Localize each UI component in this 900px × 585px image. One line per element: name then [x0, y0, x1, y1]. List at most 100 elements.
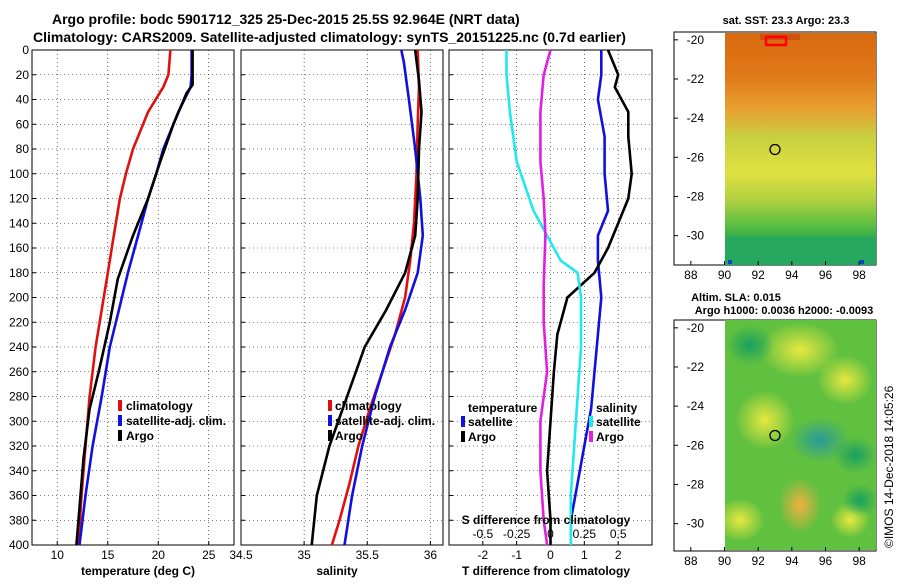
x-tick-label: 0	[547, 548, 554, 562]
sla-high-blob	[725, 498, 765, 542]
map-lon-label: 96	[819, 268, 833, 282]
legend-swatch-argo	[118, 430, 122, 441]
depth-tick-label: 40	[16, 93, 30, 107]
map-lat-label: -30	[687, 229, 705, 243]
series-line-salinity-satellite	[505, 50, 583, 545]
figure-title-line1: Argo profile: bodc 5901712_325 25-Dec-20…	[52, 11, 520, 27]
map-lat-label: -20	[687, 321, 705, 335]
map-lon-label: 88	[684, 268, 698, 282]
map-lon-label: 98	[852, 268, 866, 282]
series-line-satellite-adj-clim-	[343, 49, 425, 546]
x-tick-label: 20	[152, 548, 166, 562]
sla-high-blob	[817, 355, 873, 405]
series-line-salinity-argo	[539, 49, 552, 546]
depth-tick-label: 280	[9, 390, 29, 404]
t-difference-axis-label: T difference from climatology	[462, 564, 630, 578]
s-diff-tick-label: -0.25	[503, 527, 531, 541]
legend-label-satellite-adj: satellite-adj. clim.	[335, 414, 435, 428]
difference-legend: temperature satellite Argo salinity sate…	[461, 401, 641, 444]
depth-tick-label: 300	[9, 414, 29, 428]
legend-label-sal-satellite: satellite	[596, 415, 641, 429]
legend-swatch-temp-satellite	[461, 416, 465, 427]
depth-tick-label: 20	[16, 68, 30, 82]
legend-label-temp-argo: Argo	[468, 430, 496, 444]
x-tick-label: 34.5	[229, 548, 253, 562]
sla-low-blob	[726, 325, 774, 365]
legend-title-salinity: salinity	[596, 401, 638, 415]
x-tick-label: 35	[297, 548, 311, 562]
salinity-axis-label: salinity	[316, 564, 358, 578]
x-tick-label: -1	[511, 548, 522, 562]
depth-tick-label: 260	[9, 365, 29, 379]
map-lon-label: 90	[718, 554, 732, 568]
x-tick-label: 36	[424, 548, 438, 562]
map-lat-label: -28	[687, 189, 705, 203]
map-lat-label: -26	[687, 150, 705, 164]
figure-title-line2: Climatology: CARS2009. Satellite-adjuste…	[33, 29, 626, 45]
x-tick-label: 15	[101, 548, 115, 562]
x-tick-label: -2	[477, 548, 488, 562]
map-lat-label: -22	[687, 360, 705, 374]
legend-label-argo: Argo	[126, 429, 154, 443]
x-tick-label: 10	[51, 548, 65, 562]
map-lat-label: -20	[687, 33, 705, 47]
depth-tick-label: 220	[9, 315, 29, 329]
depth-tick-label: 360	[9, 489, 29, 503]
sla-peak-blob	[778, 477, 822, 533]
legend-label-climatology: climatology	[126, 399, 193, 413]
x-tick-label: 1	[581, 548, 588, 562]
sla-map-title: Altim. SLA: 0.015	[691, 292, 781, 304]
s-diff-tick-label: 0.25	[573, 527, 597, 541]
map-lat-label: -24	[687, 399, 705, 413]
sst-field	[725, 33, 876, 265]
legend-label-argo: Argo	[335, 429, 363, 443]
sst-cool-band	[725, 236, 876, 264]
legend-label-sal-argo: Argo	[596, 430, 624, 444]
sla-high-blob	[735, 390, 795, 450]
sst-cold-pixel	[728, 260, 732, 264]
depth-tick-label: 320	[9, 439, 29, 453]
sla-low-blob	[842, 484, 876, 516]
map-lon-label: 98	[852, 554, 866, 568]
map-lon-label: 94	[785, 268, 799, 282]
map-lon-label: 94	[785, 554, 799, 568]
sst-map-title: sat. SST: 23.3 Argo: 23.3	[723, 15, 850, 27]
map-lat-label: -30	[687, 517, 705, 531]
depth-tick-label: 100	[9, 167, 29, 181]
map-lon-label: 92	[751, 268, 765, 282]
depth-tick-label: 140	[9, 216, 29, 230]
map-lon-label: 88	[684, 554, 698, 568]
legend-label-satellite-adj: satellite-adj. clim.	[126, 414, 226, 428]
legend-swatch-sal-satellite	[589, 416, 593, 427]
legend-swatch-climatology	[328, 400, 332, 411]
map-lon-label: 90	[718, 268, 732, 282]
depth-tick-label: 200	[9, 291, 29, 305]
s-diff-tick-label: 0.5	[610, 527, 627, 541]
series-line-argo	[75, 50, 194, 546]
legend-swatch-climatology	[118, 400, 122, 411]
x-tick-label: 25	[202, 548, 216, 562]
sla-high-blob	[760, 322, 840, 378]
sst-hot-spot	[764, 35, 788, 47]
depth-tick-label: 400	[9, 538, 29, 552]
legend-swatch-temp-argo	[461, 431, 465, 442]
depth-tick-label: 340	[9, 464, 29, 478]
map-lat-label: -26	[687, 438, 705, 452]
salinity-legend: climatology satellite-adj. clim. Argo	[328, 399, 435, 443]
depth-tick-label: 0	[22, 43, 29, 57]
series-line-temperature-argo	[545, 49, 634, 545]
s-difference-axis-label: S difference from climatology	[462, 513, 631, 527]
sla-map-subtitle: Argo h1000: 0.0036 h2000: -0.0093	[695, 305, 874, 317]
depth-tick-label: 60	[16, 117, 30, 131]
s-diff-tick-label: -0.5	[472, 527, 493, 541]
map-lat-label: -24	[687, 111, 705, 125]
depth-tick-label: 80	[16, 142, 30, 156]
series-line-temperature-satellite	[569, 50, 610, 545]
x-tick-label: 2	[615, 548, 622, 562]
sla-map: -20 -22 -24 -26 -28 -30 88 90 92 94 96 98	[673, 319, 877, 568]
argo-location-marker	[769, 429, 781, 442]
sst-cold-pixel	[860, 260, 864, 264]
imos-credit: ©IMOS 14-Dec-2018 14:05:26	[882, 385, 896, 548]
depth-tick-label: 160	[9, 241, 29, 255]
map-lat-label: -22	[687, 72, 705, 86]
